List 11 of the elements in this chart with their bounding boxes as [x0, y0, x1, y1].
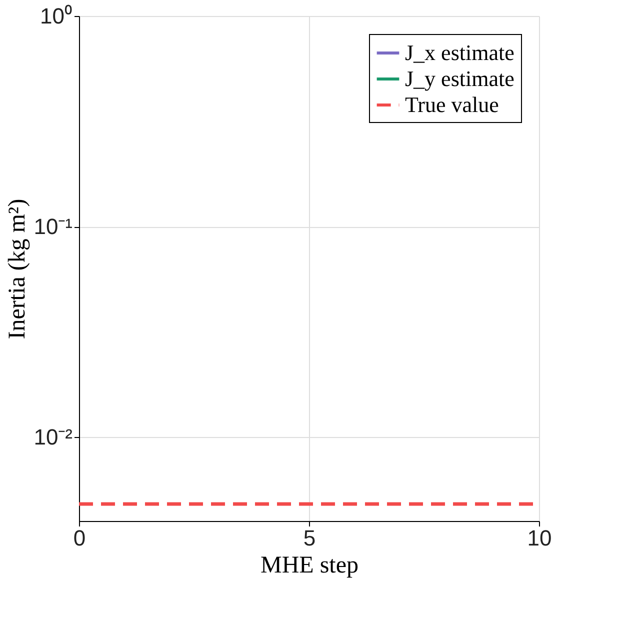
x-tick-label: 5: [303, 526, 316, 550]
legend-label: J_x estimate: [405, 40, 514, 65]
y-tick-label: 10⁻¹: [34, 214, 72, 240]
y-tick-label: 10⁰: [40, 4, 72, 28]
y-axis-title: Inertia (kg m²): [4, 198, 31, 340]
legend-label: True value: [405, 92, 499, 117]
x-tick-label: 0: [73, 526, 86, 550]
x-tick-label: 10: [527, 526, 552, 550]
x-axis-title: MHE step: [260, 552, 358, 578]
legend-label: J_y estimate: [405, 66, 514, 91]
y-tick-label: 10⁻²: [34, 424, 72, 450]
